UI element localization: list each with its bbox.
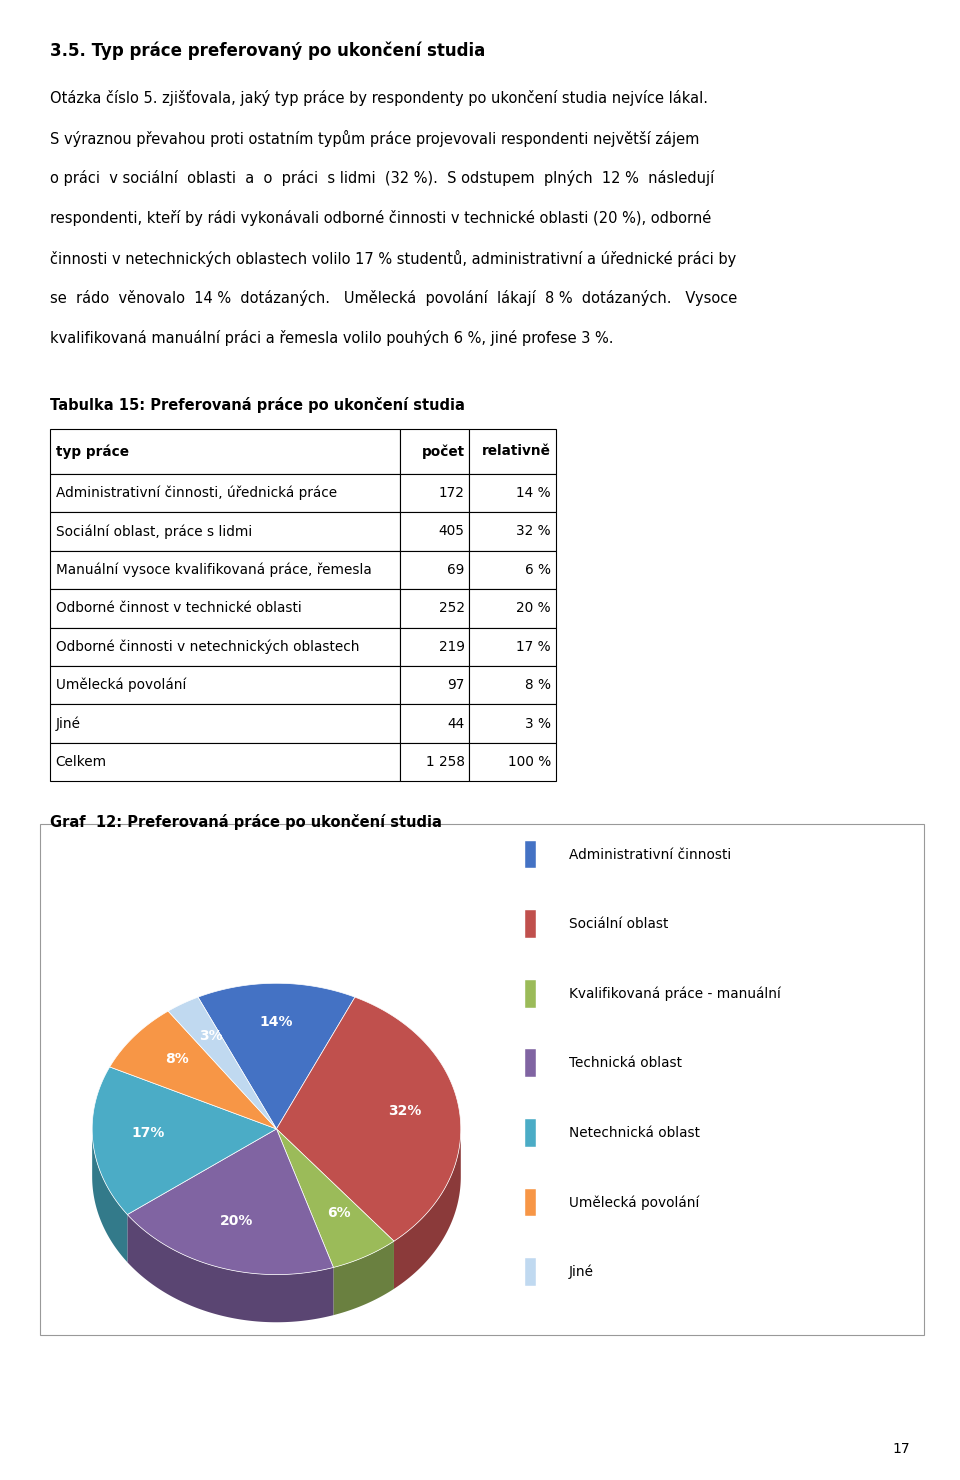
FancyBboxPatch shape — [524, 910, 536, 938]
Polygon shape — [198, 983, 355, 1129]
Text: 32%: 32% — [388, 1104, 421, 1117]
Text: 6 %: 6 % — [525, 562, 551, 577]
Text: Odborné činnosti v netechnických oblastech: Odborné činnosti v netechnických oblaste… — [56, 639, 359, 654]
Text: S výraznou převahou proti ostatním typům práce projevovali respondenti největší : S výraznou převahou proti ostatním typům… — [50, 130, 699, 147]
Polygon shape — [92, 1067, 276, 1215]
Text: Jiné: Jiné — [56, 716, 81, 731]
Text: 3 %: 3 % — [525, 716, 551, 731]
Text: Sociální oblast: Sociální oblast — [569, 918, 668, 931]
Text: 1 258: 1 258 — [425, 755, 465, 770]
Text: Celkem: Celkem — [56, 755, 107, 770]
Text: 69: 69 — [447, 562, 465, 577]
Text: 219: 219 — [439, 639, 465, 654]
Text: se  rádo  věnovalo  14 %  dotázaných.   Umělecká  povolání  lákají  8 %  dotázan: se rádo věnovalo 14 % dotázaných. Umělec… — [50, 290, 737, 306]
Text: typ práce: typ práce — [56, 444, 129, 459]
Text: 17%: 17% — [132, 1126, 165, 1140]
Text: 8 %: 8 % — [525, 678, 551, 693]
Text: relativně: relativně — [482, 444, 551, 459]
Text: Administrativní činnosti: Administrativní činnosti — [569, 848, 732, 861]
Text: 44: 44 — [447, 716, 465, 731]
Text: 17 %: 17 % — [516, 639, 551, 654]
Text: 97: 97 — [447, 678, 465, 693]
Text: 3%: 3% — [199, 1029, 223, 1043]
Text: Administrativní činnosti, úřednická práce: Administrativní činnosti, úřednická prác… — [56, 485, 337, 500]
FancyBboxPatch shape — [524, 980, 536, 1008]
Text: 14 %: 14 % — [516, 485, 551, 500]
Text: 172: 172 — [439, 485, 465, 500]
Text: 100 %: 100 % — [508, 755, 551, 770]
Polygon shape — [333, 1242, 394, 1316]
Text: 17: 17 — [893, 1443, 910, 1456]
Text: Tabulka 15: Preferovaná práce po ukončení studia: Tabulka 15: Preferovaná práce po ukončen… — [50, 397, 465, 413]
Text: činnosti v netechnických oblastech volilo 17 % studentů, administrativní a úředn: činnosti v netechnických oblastech volil… — [50, 250, 736, 266]
Text: Umělecká povolání: Umělecká povolání — [56, 678, 186, 693]
Text: 8%: 8% — [165, 1052, 189, 1066]
FancyBboxPatch shape — [524, 1258, 536, 1286]
Text: 14%: 14% — [260, 1015, 293, 1029]
Text: 20 %: 20 % — [516, 601, 551, 616]
Text: Odborné činnost v technické oblasti: Odborné činnost v technické oblasti — [56, 601, 301, 616]
FancyBboxPatch shape — [524, 841, 536, 869]
Text: 3.5. Typ práce preferovaný po ukončení studia: 3.5. Typ práce preferovaný po ukončení s… — [50, 41, 485, 59]
Text: Technická oblast: Technická oblast — [569, 1057, 682, 1070]
Text: Otázka číslo 5. zjišťovala, jaký typ práce by respondenty po ukončení studia nej: Otázka číslo 5. zjišťovala, jaký typ prá… — [50, 90, 708, 107]
Text: 405: 405 — [439, 524, 465, 539]
FancyBboxPatch shape — [524, 1049, 536, 1077]
Text: Sociální oblast, práce s lidmi: Sociální oblast, práce s lidmi — [56, 524, 252, 539]
Text: Graf  12: Preferovaná práce po ukončení studia: Graf 12: Preferovaná práce po ukončení s… — [50, 814, 442, 830]
Polygon shape — [168, 998, 276, 1129]
Polygon shape — [276, 998, 461, 1242]
Text: kvalifikovaná manuální práci a řemesla volilo pouhých 6 %, jiné profese 3 %.: kvalifikovaná manuální práci a řemesla v… — [50, 330, 613, 346]
Polygon shape — [128, 1129, 333, 1274]
Text: počet: počet — [421, 444, 465, 459]
Text: Jiné: Jiné — [569, 1265, 594, 1279]
Text: o práci  v sociální  oblasti  a  o  práci  s lidmi  (32 %).  S odstupem  plných : o práci v sociální oblasti a o práci s l… — [50, 170, 714, 186]
Polygon shape — [394, 1129, 461, 1289]
Text: Kvalifikovaná práce - manuální: Kvalifikovaná práce - manuální — [569, 987, 780, 1000]
Text: respondenti, kteří by rádi vykonávali odborné činnosti v technické oblasti (20 %: respondenti, kteří by rádi vykonávali od… — [50, 210, 711, 226]
FancyBboxPatch shape — [524, 1188, 536, 1217]
Text: Netechnická oblast: Netechnická oblast — [569, 1126, 700, 1140]
Text: 6%: 6% — [326, 1206, 350, 1220]
Text: 20%: 20% — [220, 1214, 253, 1227]
Polygon shape — [276, 1129, 394, 1267]
Text: Umělecká povolání: Umělecká povolání — [569, 1196, 699, 1209]
Polygon shape — [92, 1129, 128, 1262]
FancyBboxPatch shape — [524, 1119, 536, 1147]
Text: Manuální vysoce kvalifikovaná práce, řemesla: Manuální vysoce kvalifikovaná práce, řem… — [56, 562, 372, 577]
Text: 32 %: 32 % — [516, 524, 551, 539]
Text: 252: 252 — [439, 601, 465, 616]
Polygon shape — [109, 1011, 276, 1129]
Polygon shape — [128, 1215, 333, 1322]
